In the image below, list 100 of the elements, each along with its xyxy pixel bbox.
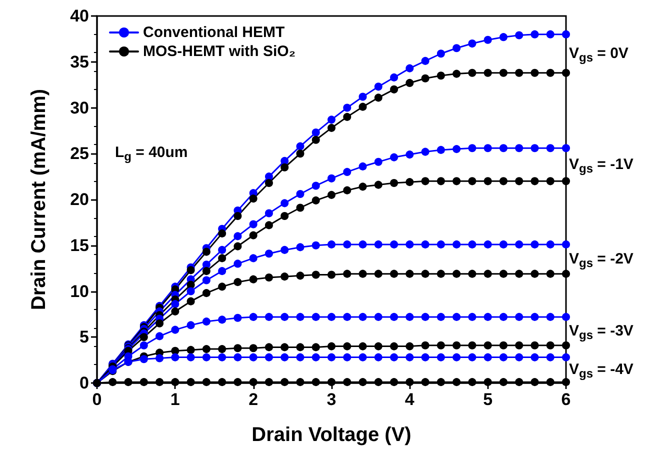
point: [171, 378, 180, 386]
point: [171, 307, 180, 316]
point: [264, 312, 273, 321]
y-tick-label: 30: [70, 98, 89, 118]
point: [218, 282, 226, 291]
point: [328, 342, 336, 350]
point: [328, 116, 336, 124]
point: [562, 144, 570, 152]
point: [452, 341, 461, 350]
point: [264, 250, 273, 258]
point: [406, 150, 414, 159]
point: [171, 353, 180, 362]
point: [530, 312, 539, 321]
point: [530, 353, 539, 362]
x-tick-label: 2: [248, 390, 258, 409]
point: [515, 312, 524, 321]
point: [452, 240, 461, 248]
point: [343, 342, 352, 350]
point: [546, 30, 554, 38]
x-tick-label: 5: [483, 390, 493, 409]
point: [358, 342, 367, 350]
point: [406, 353, 414, 362]
point: [406, 78, 414, 87]
point: [530, 378, 539, 386]
point: [374, 378, 382, 386]
point: [452, 378, 461, 386]
point: [264, 221, 273, 230]
point: [264, 172, 273, 181]
point: [234, 344, 242, 352]
point: [280, 353, 289, 362]
point: [312, 182, 320, 190]
point: [421, 74, 430, 82]
point: [452, 312, 461, 321]
point: [436, 177, 445, 186]
point: [421, 378, 430, 386]
point: [499, 33, 508, 42]
point: [499, 353, 508, 362]
point: [312, 128, 320, 137]
point: [484, 378, 492, 386]
point: [530, 144, 539, 152]
point: [484, 177, 492, 186]
point: [312, 196, 320, 204]
point: [312, 241, 320, 250]
point: [328, 174, 336, 182]
point: [140, 378, 148, 386]
point: [484, 36, 492, 44]
point: [202, 289, 210, 298]
point: [406, 64, 414, 72]
point: [140, 333, 148, 342]
y-tick-label: 40: [70, 6, 89, 26]
x-tick-label: 0: [92, 390, 102, 409]
point: [452, 270, 461, 278]
point: [406, 270, 414, 278]
point: [452, 70, 461, 78]
point: [218, 229, 226, 238]
point: [484, 270, 492, 278]
point: [468, 378, 476, 386]
point: [499, 177, 508, 186]
point: [468, 353, 476, 362]
y-tick-label: 25: [70, 144, 89, 164]
point: [296, 312, 304, 321]
point: [374, 82, 382, 91]
point: [374, 94, 382, 102]
point: [218, 353, 226, 362]
point: [124, 378, 132, 386]
point: [358, 182, 367, 191]
y-tick-label: 35: [70, 52, 89, 72]
point: [328, 240, 336, 248]
point: [234, 278, 242, 286]
point: [468, 341, 476, 350]
point: [328, 312, 336, 321]
point: [186, 297, 195, 306]
point: [358, 270, 367, 278]
point: [436, 270, 445, 278]
point: [468, 177, 476, 186]
point: [390, 85, 398, 94]
point: [202, 378, 210, 386]
point: [296, 142, 304, 150]
point: [390, 342, 398, 350]
point: [390, 240, 398, 248]
point: [484, 144, 492, 152]
point: [436, 378, 445, 386]
point: [515, 353, 524, 362]
point: [515, 68, 524, 77]
point: [280, 212, 289, 220]
point: [312, 312, 320, 321]
point: [296, 272, 304, 280]
point: [406, 240, 414, 248]
x-tick-label: 3: [326, 390, 336, 409]
point: [218, 267, 226, 276]
point: [358, 312, 367, 321]
y-tick-label: 20: [70, 190, 89, 209]
point: [546, 341, 554, 350]
point: [328, 190, 336, 199]
point: [249, 378, 258, 386]
point: [328, 353, 336, 362]
y-tick-label: 0: [80, 374, 89, 392]
point: [515, 177, 524, 186]
point: [296, 243, 304, 252]
point: [202, 276, 210, 284]
